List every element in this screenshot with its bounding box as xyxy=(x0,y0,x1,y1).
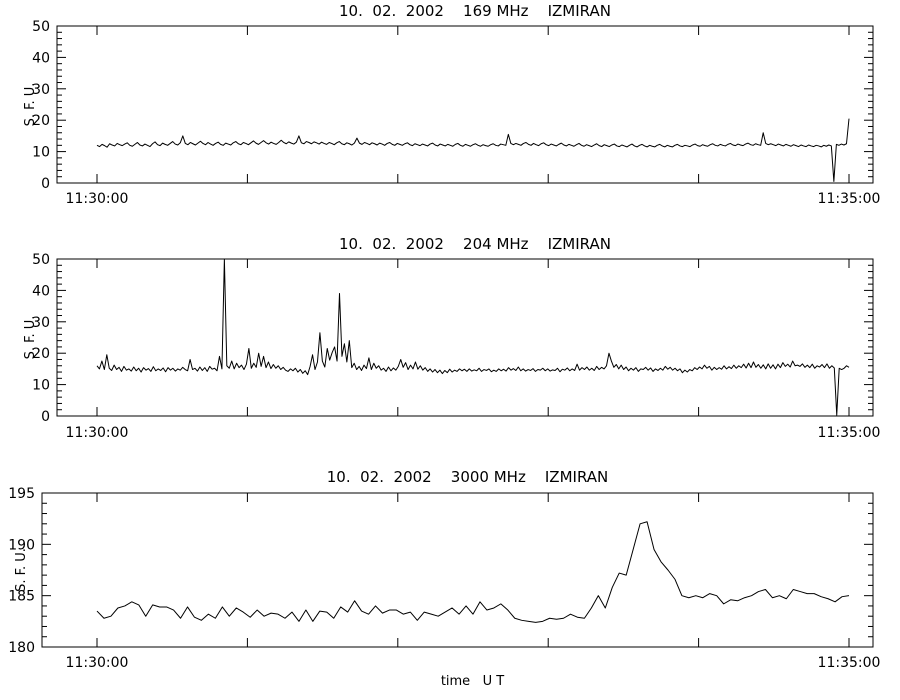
y-tick-label: 0 xyxy=(41,176,50,192)
y-tick-label: 30 xyxy=(32,315,50,331)
y-tick-label: 0 xyxy=(41,409,50,425)
y-tick-label: 20 xyxy=(32,346,50,362)
y-tick-label: 190 xyxy=(8,537,35,553)
y-tick-label: 30 xyxy=(32,82,50,98)
y-tick-label: 40 xyxy=(32,50,50,66)
x-tick-label: 11:35:00 xyxy=(818,191,881,207)
y-tick-label: 185 xyxy=(8,589,35,605)
plot-frame xyxy=(41,492,874,648)
flux-series-line xyxy=(96,118,850,182)
y-tick-label: 10 xyxy=(32,378,50,394)
y-tick-label: 10 xyxy=(32,145,50,161)
plot-frame xyxy=(56,25,874,184)
chart-title: 10. 02. 2002 3000 MHz IZMIRAN xyxy=(327,468,609,486)
y-axis-label: S. F. U. xyxy=(23,83,38,127)
x-axis-label: time U T xyxy=(441,674,504,689)
y-tick-label: 40 xyxy=(32,283,50,299)
y-tick-label: 195 xyxy=(8,486,35,502)
flux-series-line xyxy=(96,258,850,416)
y-axis-label: S. F. U. xyxy=(14,548,29,592)
plot-frame xyxy=(56,258,874,417)
x-tick-label: 11:30:00 xyxy=(66,425,129,441)
y-tick-label: 20 xyxy=(32,113,50,129)
panel-169mhz: 10. 02. 2002 169 MHz IZMIRAN S. F. U. 0 10 2… xyxy=(23,2,880,207)
y-axis-label: S. F. U. xyxy=(23,316,38,360)
y-tick-label: 180 xyxy=(8,640,35,656)
y-tick-label: 50 xyxy=(32,19,50,35)
chart-title: 10. 02. 2002 204 MHz IZMIRAN xyxy=(339,235,611,253)
panel-3000mhz: 10. 02. 2002 3000 MHz IZMIRAN S. F. U. 180… xyxy=(8,468,880,689)
x-tick-label: 11:35:00 xyxy=(818,425,881,441)
x-tick-label: 11:35:00 xyxy=(818,655,881,671)
x-tick-label: 11:30:00 xyxy=(66,655,129,671)
flux-series-line xyxy=(96,521,850,623)
chart-title: 10. 02. 2002 169 MHz IZMIRAN xyxy=(339,2,611,20)
y-tick-label: 50 xyxy=(32,252,50,268)
panel-204mhz: 10. 02. 2002 204 MHz IZMIRAN S. F. U. 0 10 2… xyxy=(23,235,880,441)
x-tick-label: 11:30:00 xyxy=(66,191,129,207)
